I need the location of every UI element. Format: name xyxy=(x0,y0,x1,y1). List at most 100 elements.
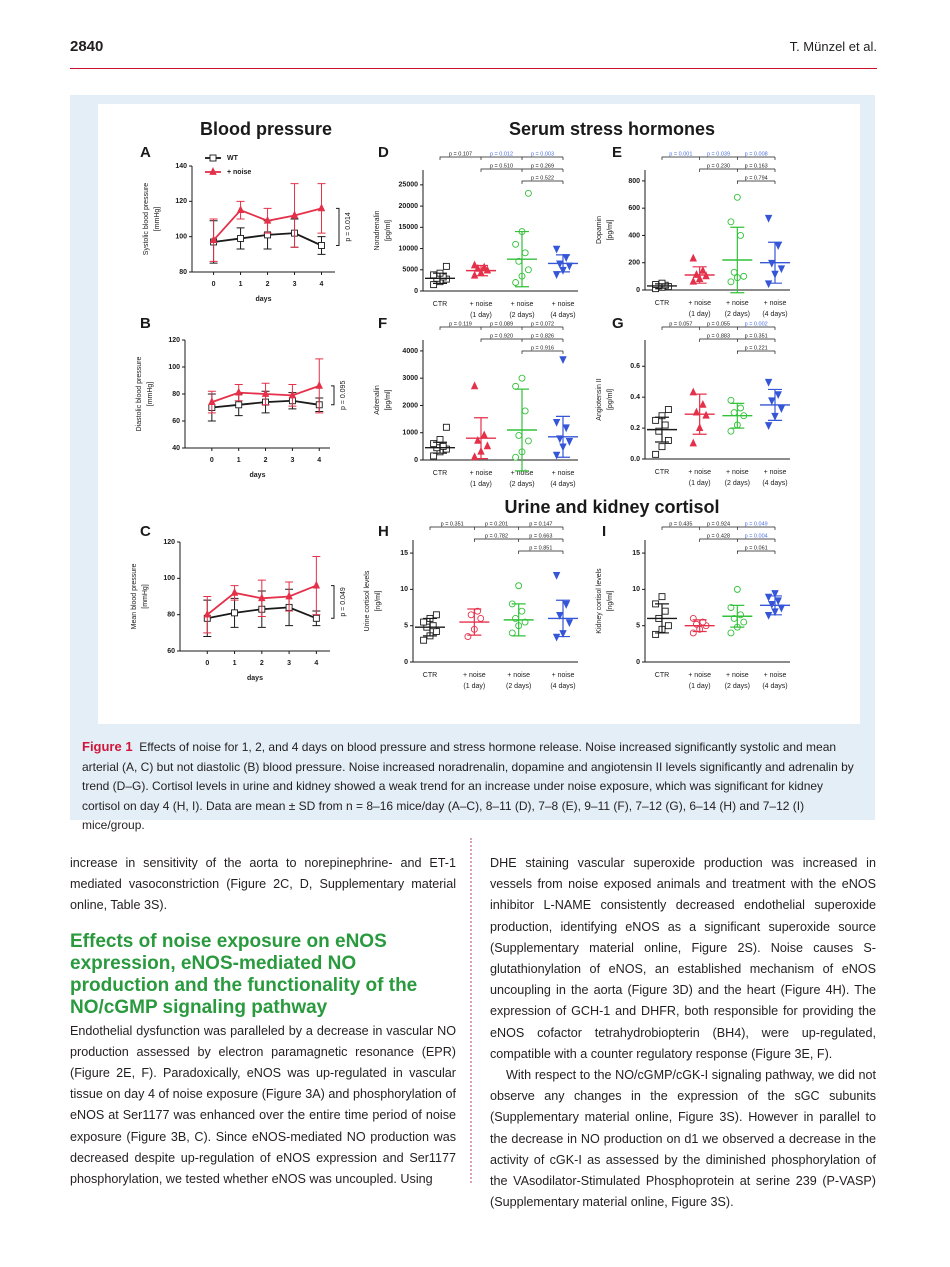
data-point xyxy=(236,205,245,214)
y-tick-label: 0.2 xyxy=(630,425,640,432)
section-title: Serum stress hormones xyxy=(509,119,715,139)
data-point xyxy=(312,580,321,589)
data-point xyxy=(692,407,701,416)
error-bar xyxy=(692,393,707,435)
data-point xyxy=(512,453,520,461)
data-point xyxy=(552,418,561,427)
data-point xyxy=(727,629,735,637)
y-tick-label: 10000 xyxy=(399,245,419,252)
data-point xyxy=(234,387,243,396)
x-axis-label: days xyxy=(247,675,263,682)
panel-letter: I xyxy=(602,523,606,540)
y-axis-label: [ng/ml] xyxy=(607,590,614,611)
data-point xyxy=(518,607,526,615)
data-point xyxy=(258,593,266,602)
data-point xyxy=(774,242,782,250)
p-value: p = 0.269 xyxy=(531,163,554,169)
header-rule xyxy=(70,68,877,69)
x-tick-label: CTR xyxy=(655,672,669,679)
y-tick-label: 0 xyxy=(414,288,418,295)
data-point xyxy=(556,611,564,620)
x-tick-label: (4 days) xyxy=(550,312,575,319)
p-value: p = 0.119 xyxy=(449,321,472,327)
data-point xyxy=(317,203,326,212)
data-point xyxy=(764,593,773,602)
axis-line xyxy=(412,540,578,663)
error-bar xyxy=(433,272,447,284)
y-tick-label: 10 xyxy=(632,586,640,593)
data-point xyxy=(470,381,479,390)
error-bar xyxy=(768,241,782,284)
comparison-bracket xyxy=(439,326,564,330)
data-point xyxy=(470,260,479,269)
page-number: 2840 xyxy=(70,38,104,55)
data-point xyxy=(552,271,561,279)
x-tick-label: + noise xyxy=(764,469,787,476)
x-tick-label: (1 day) xyxy=(689,311,711,318)
y-tick-label: 120 xyxy=(163,539,175,546)
y-tick-label: 15 xyxy=(632,550,640,557)
data-point xyxy=(474,435,482,444)
data-point xyxy=(562,601,570,609)
x-tick-label: 2 xyxy=(266,281,270,288)
x-tick-label: 0 xyxy=(205,660,209,667)
comparison-bracket xyxy=(699,168,776,172)
y-tick-label: 10 xyxy=(400,586,408,593)
data-point xyxy=(480,430,488,439)
data-point xyxy=(661,607,669,615)
data-point xyxy=(727,427,735,435)
p-value: p = 0.201 xyxy=(485,521,508,527)
x-tick-label: + noise xyxy=(726,672,749,679)
legend-label: WT xyxy=(227,155,239,162)
data-point xyxy=(764,280,773,289)
data-point xyxy=(436,436,444,443)
x-tick-label: 4 xyxy=(317,457,321,464)
error-bar xyxy=(474,264,488,277)
comparison-bracket xyxy=(518,550,564,554)
x-tick-label: + noise xyxy=(726,300,749,307)
error-bar xyxy=(768,388,782,421)
data-point xyxy=(730,268,738,276)
comparison-bracket xyxy=(521,180,564,184)
x-tick-label: + noise xyxy=(764,300,787,307)
section-heading: Effects of noise exposure on eNOS expres… xyxy=(70,930,418,1018)
y-tick-label: 600 xyxy=(628,205,640,212)
left-column: increase in sensitivity of the aorta to … xyxy=(70,853,456,1190)
comparison-bracket xyxy=(736,550,776,554)
data-point xyxy=(432,628,440,635)
error-bar xyxy=(655,283,669,289)
comparison-bracket xyxy=(736,350,776,354)
x-tick-label: (4 days) xyxy=(762,311,787,318)
y-tick-label: 40 xyxy=(172,445,180,452)
data-point xyxy=(512,279,520,286)
data-point xyxy=(318,242,325,249)
data-point xyxy=(658,443,666,451)
y-axis-label: [pg/ml] xyxy=(385,220,392,241)
x-tick-label: + noise xyxy=(511,470,534,477)
error-bar xyxy=(692,619,707,633)
data-point xyxy=(430,440,438,448)
p-value: p = 0.012 xyxy=(490,151,513,157)
y-tick-label: 100 xyxy=(168,364,180,371)
x-tick-label: + noise xyxy=(688,672,711,679)
p-value: p = 0.351 xyxy=(441,521,464,527)
y-tick-label: 120 xyxy=(168,337,180,344)
y-tick-label: 400 xyxy=(628,232,640,239)
x-tick-label: (2 days) xyxy=(725,683,750,690)
y-axis-label: [pg/ml] xyxy=(607,389,614,410)
y-tick-label: 25000 xyxy=(399,182,419,189)
data-point xyxy=(420,618,428,626)
section-title: Blood pressure xyxy=(200,119,332,139)
figure: Blood pressure Serum stress hormones Urine… xyxy=(131,119,790,690)
x-tick-label: + noise xyxy=(511,301,534,308)
x-tick-label: 1 xyxy=(239,281,243,288)
data-point xyxy=(518,374,526,382)
significance-bracket xyxy=(331,385,335,406)
data-point xyxy=(689,387,697,396)
p-value: p = 0.049 xyxy=(340,587,347,616)
paragraph: DHE staining vascular superoxide product… xyxy=(490,856,876,1061)
data-point xyxy=(261,389,270,397)
y-tick-label: 0.0 xyxy=(630,456,640,463)
data-point xyxy=(464,633,472,641)
panel-letter: H xyxy=(378,523,389,540)
